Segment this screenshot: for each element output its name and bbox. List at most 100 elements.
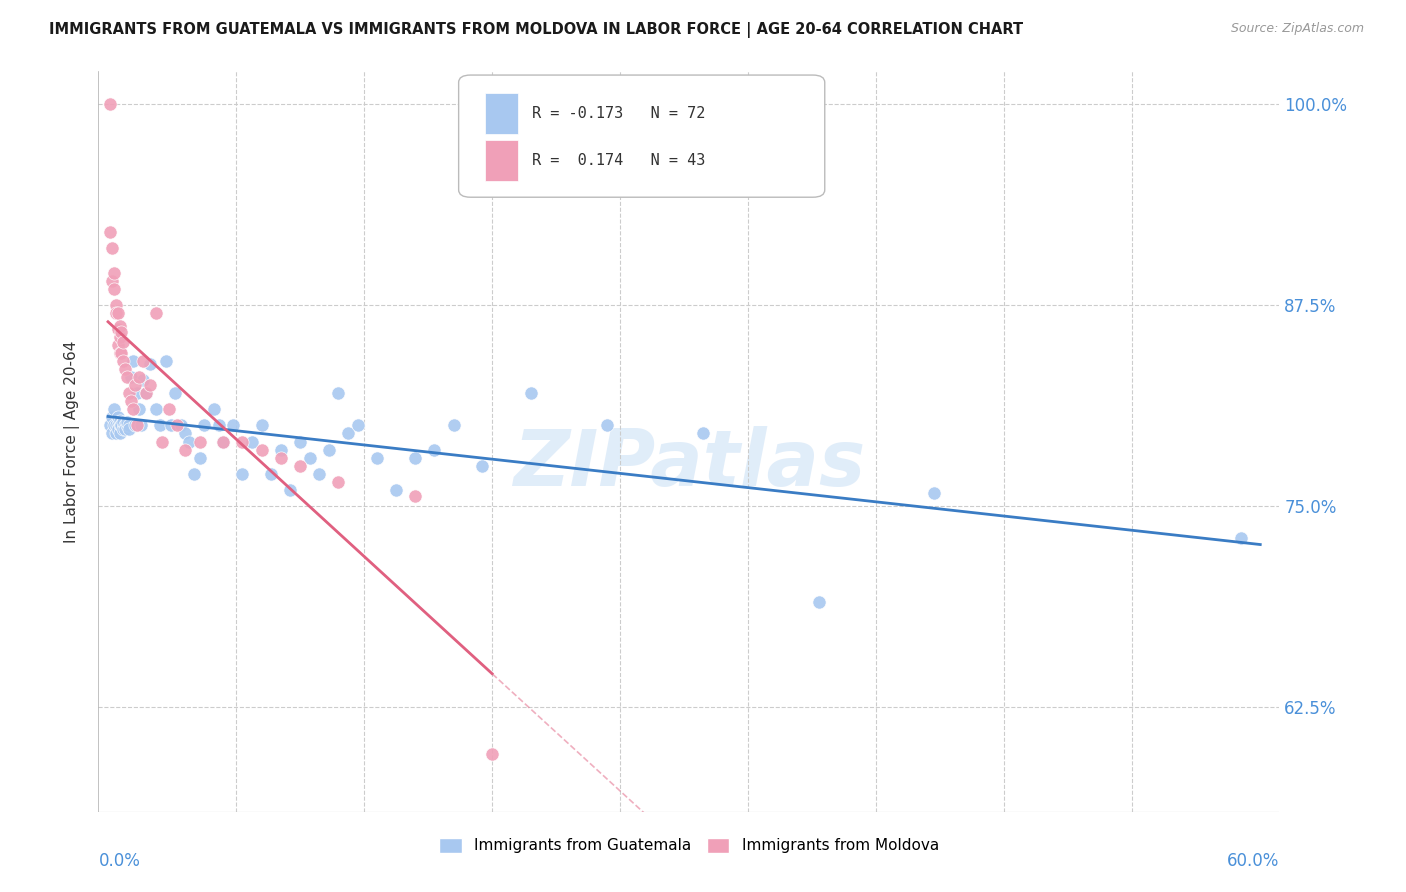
Point bbox=[98, 96, 121, 111]
Point bbox=[108, 418, 131, 433]
Point bbox=[98, 225, 121, 239]
Point bbox=[280, 483, 302, 497]
Point bbox=[98, 418, 121, 433]
Point bbox=[404, 450, 426, 465]
Point bbox=[125, 386, 148, 401]
Point bbox=[110, 418, 132, 433]
Point bbox=[188, 434, 211, 449]
Point bbox=[114, 362, 136, 376]
Point bbox=[101, 410, 124, 425]
Point bbox=[107, 322, 129, 336]
Point bbox=[922, 486, 945, 500]
Point bbox=[124, 378, 146, 392]
Point bbox=[208, 418, 231, 433]
Point bbox=[155, 354, 177, 368]
Text: R = -0.173   N = 72: R = -0.173 N = 72 bbox=[531, 106, 706, 121]
Point bbox=[112, 334, 135, 349]
Point bbox=[115, 418, 138, 433]
Point bbox=[188, 450, 211, 465]
Point bbox=[104, 298, 127, 312]
Point bbox=[118, 386, 141, 401]
Point bbox=[250, 442, 273, 457]
Point bbox=[170, 418, 193, 433]
Point bbox=[471, 458, 494, 473]
Point bbox=[110, 418, 132, 433]
Point bbox=[318, 442, 340, 457]
Legend: Immigrants from Guatemala, Immigrants from Moldova: Immigrants from Guatemala, Immigrants fr… bbox=[433, 831, 945, 860]
Point bbox=[107, 410, 129, 425]
Point bbox=[423, 442, 446, 457]
Point bbox=[112, 354, 135, 368]
Point bbox=[108, 426, 131, 441]
Point bbox=[145, 306, 167, 320]
Point bbox=[112, 422, 135, 436]
Point bbox=[166, 418, 188, 433]
Point bbox=[173, 426, 195, 441]
Point bbox=[103, 282, 125, 296]
Point bbox=[596, 418, 619, 433]
Point bbox=[101, 241, 124, 255]
Point bbox=[149, 418, 172, 433]
Point bbox=[270, 442, 292, 457]
Point bbox=[159, 402, 181, 417]
Point bbox=[183, 467, 205, 481]
Point bbox=[202, 402, 225, 417]
Point bbox=[366, 450, 388, 465]
Text: 0.0%: 0.0% bbox=[98, 853, 141, 871]
Point bbox=[114, 418, 136, 433]
Point bbox=[104, 306, 127, 320]
Point bbox=[443, 418, 465, 433]
Point bbox=[104, 426, 127, 441]
Text: IMMIGRANTS FROM GUATEMALA VS IMMIGRANTS FROM MOLDOVA IN LABOR FORCE | AGE 20-64 : IMMIGRANTS FROM GUATEMALA VS IMMIGRANTS … bbox=[49, 22, 1024, 38]
Point bbox=[193, 418, 215, 433]
Point bbox=[115, 415, 138, 429]
FancyBboxPatch shape bbox=[458, 75, 825, 197]
Text: Source: ZipAtlas.com: Source: ZipAtlas.com bbox=[1230, 22, 1364, 36]
Point bbox=[110, 325, 132, 339]
Point bbox=[145, 402, 167, 417]
Point bbox=[240, 434, 263, 449]
Point bbox=[122, 402, 145, 417]
Point bbox=[122, 354, 145, 368]
Point bbox=[103, 402, 125, 417]
Point bbox=[124, 418, 146, 433]
Text: R =  0.174   N = 43: R = 0.174 N = 43 bbox=[531, 153, 706, 168]
Point bbox=[260, 467, 283, 481]
Point bbox=[114, 422, 136, 436]
Point bbox=[125, 418, 148, 433]
Point bbox=[103, 418, 125, 433]
Point bbox=[103, 266, 125, 280]
Point bbox=[288, 434, 311, 449]
Point bbox=[128, 370, 150, 384]
Point bbox=[110, 346, 132, 360]
Point bbox=[108, 330, 131, 344]
Point bbox=[298, 450, 321, 465]
Point bbox=[112, 415, 135, 429]
Bar bbox=[485, 93, 517, 134]
Point bbox=[120, 370, 142, 384]
Point bbox=[807, 595, 830, 609]
Point bbox=[120, 394, 142, 409]
Point bbox=[108, 414, 131, 428]
Point bbox=[337, 426, 360, 441]
Point bbox=[177, 434, 200, 449]
Point bbox=[135, 386, 157, 401]
Text: ZIPatlas: ZIPatlas bbox=[513, 425, 865, 502]
Point bbox=[107, 422, 129, 436]
Y-axis label: In Labor Force | Age 20-64: In Labor Force | Age 20-64 bbox=[63, 341, 80, 542]
Point bbox=[115, 370, 138, 384]
Point bbox=[481, 747, 503, 761]
Text: 60.0%: 60.0% bbox=[1227, 853, 1279, 871]
Point bbox=[1230, 531, 1253, 545]
Point bbox=[404, 489, 426, 503]
Point bbox=[118, 422, 141, 436]
Point bbox=[165, 386, 187, 401]
Point bbox=[104, 418, 127, 433]
Point bbox=[129, 418, 152, 433]
Point bbox=[328, 386, 350, 401]
Point bbox=[101, 274, 124, 288]
Point bbox=[519, 386, 541, 401]
Point bbox=[131, 373, 153, 387]
Point bbox=[131, 354, 153, 368]
Point bbox=[150, 434, 173, 449]
